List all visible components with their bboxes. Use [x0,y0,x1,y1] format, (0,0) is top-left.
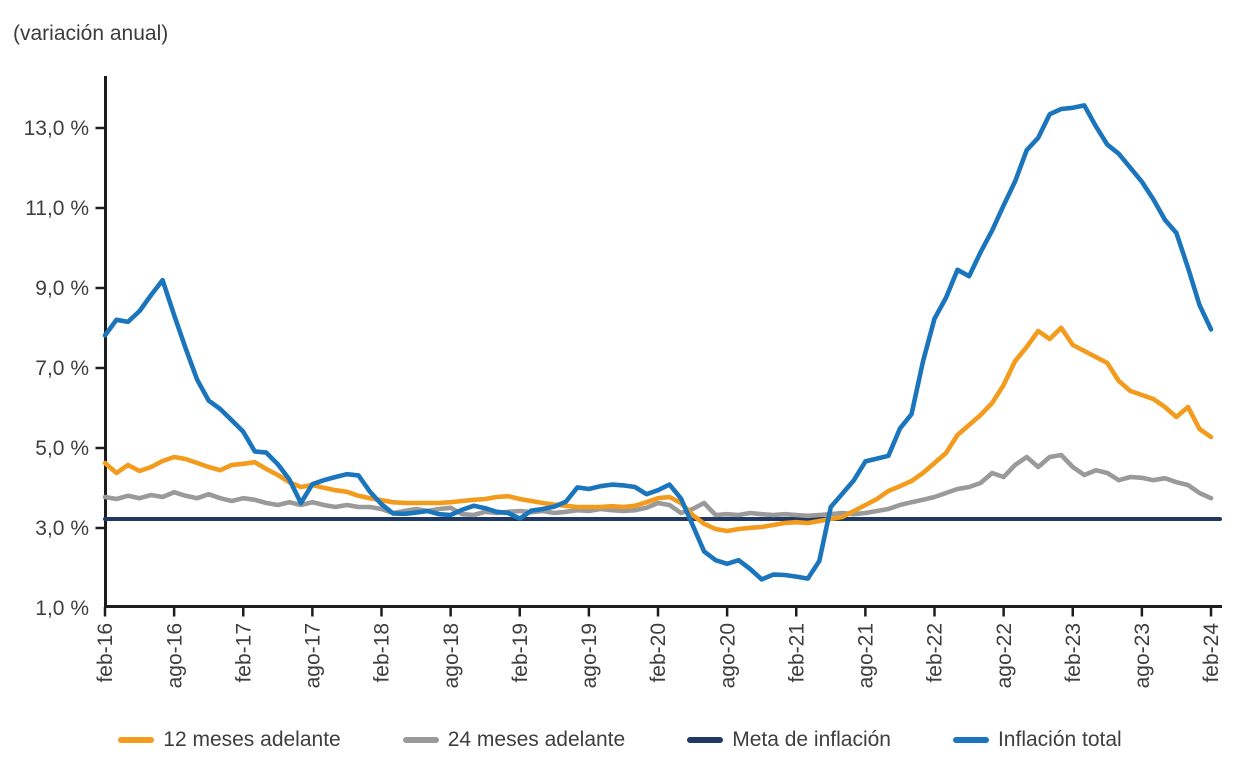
blue-line-swatch-icon [952,737,989,743]
chart-axes: 13,0 %11,0 %9,0 %7,0 %5,0 %3,0 %1,0 %feb… [24,76,1223,688]
svg-text:feb-21: feb-21 [785,623,808,683]
svg-text:11,0 %: 11,0 % [25,197,89,220]
svg-text:feb-24: feb-24 [1200,623,1223,683]
chart-legend: 12 meses adelante 24 meses adelante Meta… [0,728,1240,752]
svg-text:ago-20: ago-20 [716,623,739,688]
svg-text:ago-19: ago-19 [578,623,601,688]
line-chart: 13,0 %11,0 %9,0 %7,0 %5,0 %3,0 %1,0 %feb… [24,76,1223,688]
svg-text:feb-19: feb-19 [509,623,532,683]
chart-series [102,103,1222,582]
svg-text:feb-20: feb-20 [647,623,670,683]
navy-line-swatch-icon [687,737,724,743]
orange-line-swatch-icon [118,737,155,743]
svg-text:feb-17: feb-17 [232,623,255,683]
legend-item-12-meses-adelante: 12 meses adelante [118,728,341,752]
svg-text:feb-23: feb-23 [1062,623,1085,683]
svg-text:ago-23: ago-23 [1131,623,1154,688]
legend-label-12-meses-adelante: 12 meses adelante [163,728,341,751]
svg-text:feb-16: feb-16 [94,623,117,683]
svg-text:ago-22: ago-22 [993,623,1016,688]
svg-text:13,0 %: 13,0 % [24,117,89,140]
svg-text:feb-22: feb-22 [924,623,947,683]
legend-label-inflacion-total: Inflación total [997,728,1122,751]
svg-text:ago-18: ago-18 [440,623,463,688]
svg-text:ago-21: ago-21 [855,623,878,688]
svg-text:5,0 %: 5,0 % [35,437,89,460]
svg-text:7,0 %: 7,0 % [35,357,89,380]
legend-label-24-meses-adelante: 24 meses adelante [447,728,626,751]
chart-title: (variación anual) [13,22,169,45]
legend-label-meta-de-inflacion: Meta de inflación [732,728,891,751]
svg-text:ago-16: ago-16 [163,623,186,688]
svg-text:1,0 %: 1,0 % [35,597,89,620]
legend-item-24-meses-adelante: 24 meses adelante [402,728,626,752]
legend-item-meta-de-inflacion: Meta de inflación [687,728,891,752]
svg-text:ago-17: ago-17 [302,623,325,688]
legend-item-inflacion-total: Inflación total [952,728,1122,752]
svg-text:feb-18: feb-18 [371,623,394,683]
svg-text:9,0 %: 9,0 % [35,277,89,300]
svg-text:3,0 %: 3,0 % [35,517,89,540]
gray-line-swatch-icon [402,737,439,743]
